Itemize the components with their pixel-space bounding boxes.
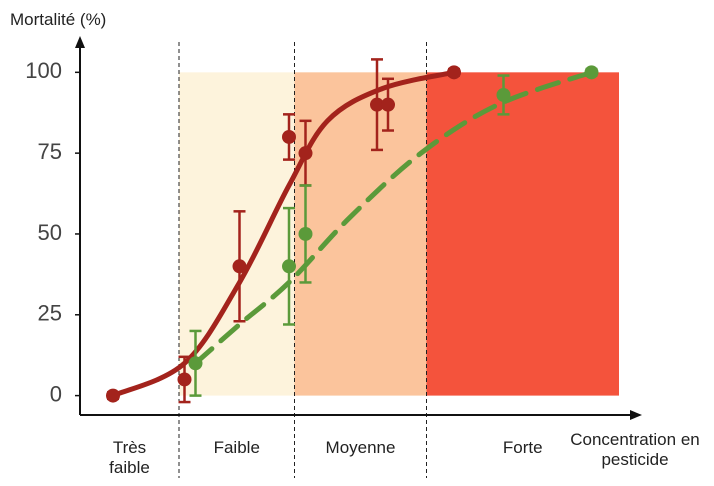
data-point: [232, 259, 247, 274]
zone-band: [80, 72, 179, 396]
data-point: [584, 65, 599, 80]
data-point: [282, 259, 296, 274]
zone-band: [179, 72, 295, 396]
y-tick-label: 0: [50, 381, 62, 406]
x-axis-arrow: [630, 410, 642, 420]
data-point: [496, 87, 511, 102]
y-axis-label: Mortalité (%): [10, 10, 107, 29]
zone-label: Faible: [213, 438, 260, 457]
data-point: [282, 129, 296, 144]
y-tick-label: 50: [38, 220, 62, 245]
data-point: [370, 97, 384, 112]
zone-band: [426, 72, 619, 396]
zone-label: Forte: [502, 438, 543, 457]
data-point: [447, 65, 461, 80]
data-point: [298, 226, 313, 241]
y-tick-label: 75: [38, 139, 62, 164]
y-tick-label: 25: [38, 301, 62, 326]
data-point: [381, 97, 395, 112]
data-point: [106, 388, 120, 403]
zone-label: Très faible: [109, 438, 150, 477]
zone-band: [294, 72, 427, 396]
y-tick-label: 100: [25, 58, 62, 83]
fit-curve: [193, 69, 594, 366]
y-axis-arrow: [75, 36, 85, 48]
x-axis-label: Concentration en pesticide: [570, 430, 700, 469]
zone-label: Moyenne: [325, 438, 396, 457]
data-point: [188, 356, 203, 371]
data-point: [298, 146, 313, 161]
data-point: [177, 372, 192, 387]
